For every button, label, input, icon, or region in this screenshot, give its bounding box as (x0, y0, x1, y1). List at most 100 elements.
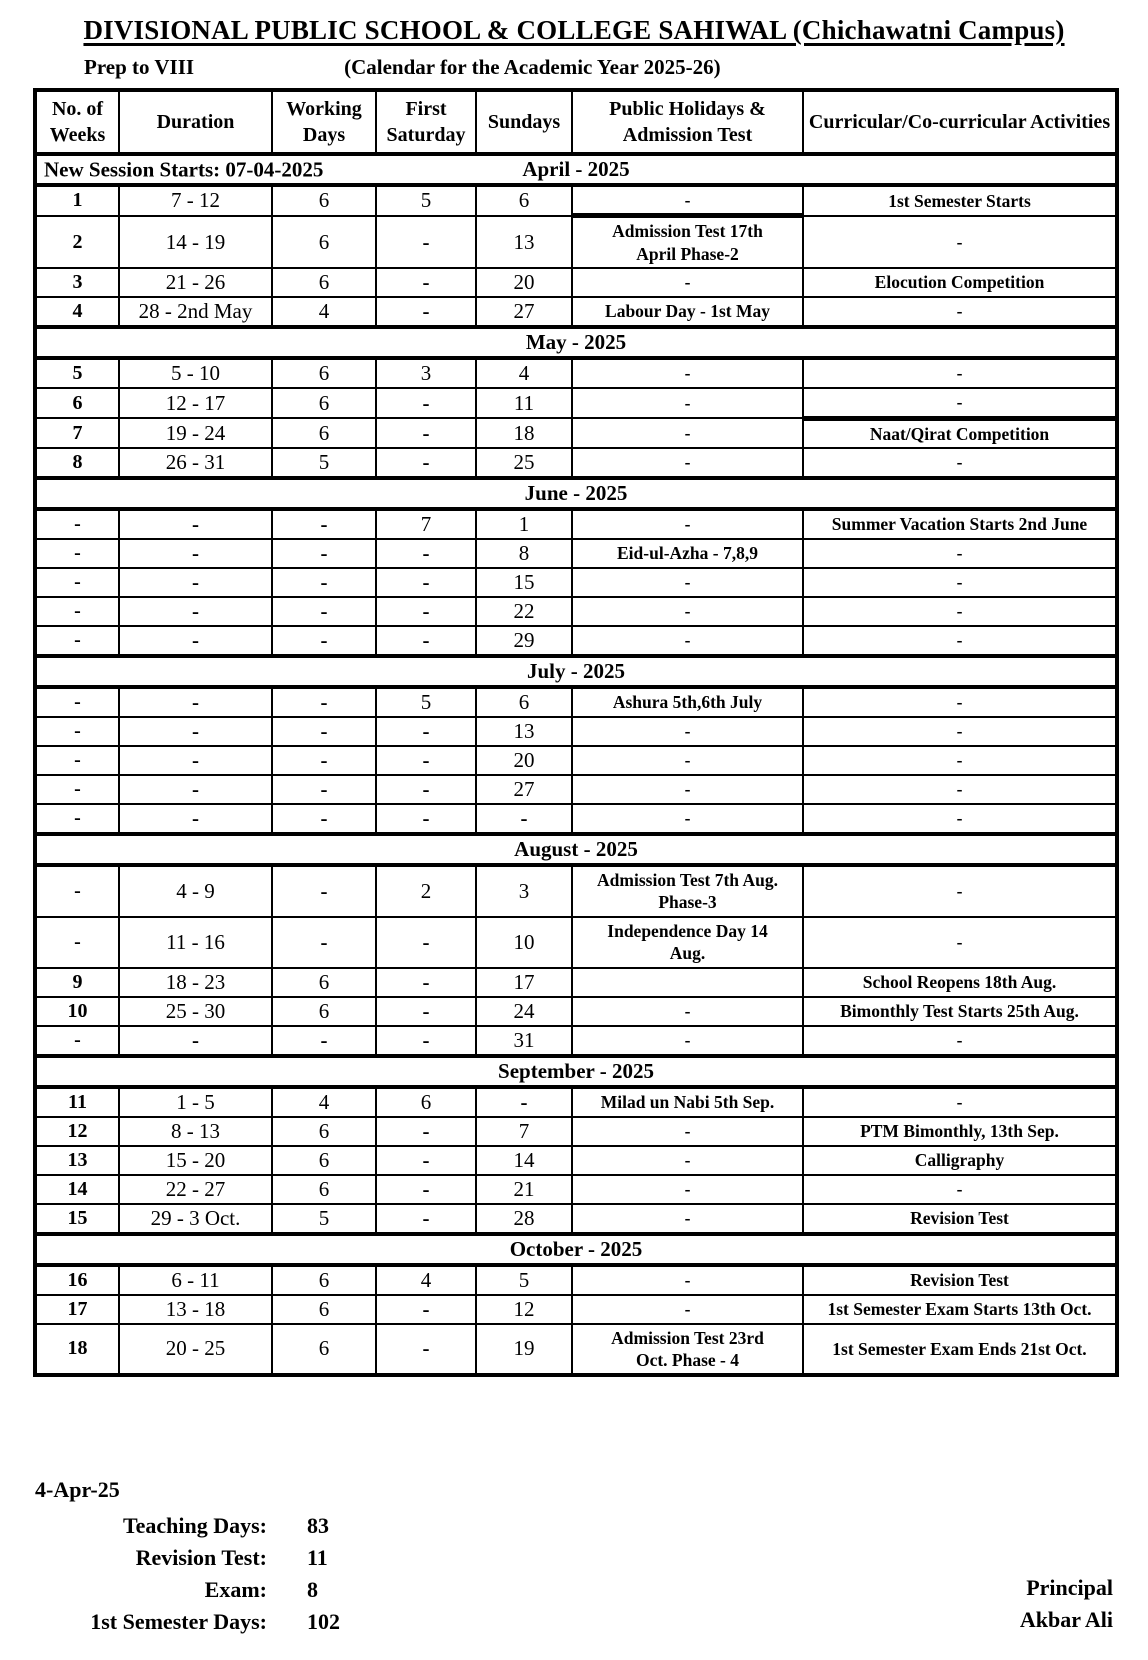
cell-working-days: - (271, 863, 377, 918)
cell-weeks: - (34, 863, 120, 918)
cell-weeks: 13 (34, 1144, 120, 1176)
week-row: 16 6 - 11 6 4 5- Revision Test (34, 1263, 1118, 1296)
stat-value: 11 (307, 1545, 328, 1570)
week-row: - - - -13- - (34, 715, 1118, 747)
cell-activities: - (802, 744, 1118, 776)
cell-duration: - (118, 715, 273, 747)
cell-sundays: 11 (475, 387, 573, 420)
week-row: - - - -27- - (34, 773, 1118, 805)
cell-sundays: 8 (475, 537, 573, 569)
cell-weeks: - (34, 915, 120, 969)
cell-first-saturday: - (375, 446, 477, 479)
cell-first-saturday: - (375, 966, 477, 998)
cell-holidays: - (571, 595, 804, 627)
month-header-cell: May - 2025 (34, 325, 1118, 361)
column-header-sundays: Sundays (475, 89, 573, 155)
cell-weeks: - (34, 685, 120, 718)
week-row: 17 13 - 18 6-12-1st Semester Exam Starts 1… (34, 1293, 1118, 1325)
week-row: 14 22 - 27 6-21- - (34, 1173, 1118, 1205)
cell-first-saturday: - (375, 296, 477, 329)
cell-weeks: 6 (34, 387, 120, 420)
cell-activities: 1st Semester Starts (802, 184, 1118, 217)
cell-sundays: 13 (475, 214, 573, 270)
cell-activities: - (802, 863, 1118, 918)
week-row: - - -5 6 Ashura 5th,6th July - (34, 685, 1118, 718)
month-header-cell: October - 2025 (34, 1231, 1118, 1267)
cell-activities: - (802, 595, 1118, 627)
cell-working-days: 6 (271, 966, 377, 998)
stat-row: Exam: 8 (0, 1574, 1148, 1606)
cell-sundays: 31 (475, 1024, 573, 1057)
cell-first-saturday: 5 (375, 685, 477, 718)
cell-activities: - (802, 537, 1118, 569)
cell-sundays: 19 (475, 1322, 573, 1377)
cell-activities: Elocution Competition (802, 267, 1118, 299)
cell-activities: - (802, 1173, 1118, 1205)
month-title: May - 2025 (525, 330, 627, 355)
cell-activities: - (802, 446, 1118, 479)
cell-sundays: 24 (475, 995, 573, 1027)
week-row: 13 15 - 20 6-14- Calligraphy (34, 1144, 1118, 1176)
week-row: ------- (34, 802, 1118, 835)
cell-sundays: 15 (475, 566, 573, 598)
cell-sundays: 12 (475, 1293, 573, 1325)
stat-value: 102 (307, 1609, 340, 1634)
cell-duration: 21 - 26 (118, 267, 273, 299)
cell-activities: - (802, 773, 1118, 805)
cell-weeks: - (34, 802, 120, 835)
cell-weeks: 11 (34, 1085, 120, 1118)
cell-weeks: - (34, 773, 120, 805)
cell-duration: - (118, 685, 273, 718)
cell-duration: 26 - 31 (118, 446, 273, 479)
cell-holidays: - (571, 1202, 804, 1235)
cell-first-saturday: - (375, 624, 477, 657)
cell-duration: 28 - 2nd May (118, 296, 273, 329)
cell-first-saturday: - (375, 387, 477, 420)
cell-working-days: 6 (271, 1144, 377, 1176)
cell-sundays: 13 (475, 715, 573, 747)
cell-first-saturday: - (375, 417, 477, 449)
cell-duration: 12 - 17 (118, 387, 273, 420)
month-header-row: August - 2025 (34, 831, 1118, 867)
cell-holidays: - (571, 715, 804, 747)
cell-duration: - (118, 624, 273, 657)
week-row: - - - -8 Eid-ul-Azha - 7,8,9- (34, 537, 1118, 569)
cell-sundays: - (475, 1085, 573, 1118)
cell-weeks: - (34, 715, 120, 747)
cell-activities: 1st Semester Exam Starts 13th Oct. (802, 1293, 1118, 1325)
cell-duration: 19 - 24 (118, 417, 273, 449)
cell-activities: Revision Test (802, 1202, 1118, 1235)
cell-first-saturday: 3 (375, 357, 477, 390)
stat-label: 1st Semester Days: (90, 1609, 267, 1634)
cell-holidays: Admission Test 7th Aug. Phase-3 (571, 863, 804, 918)
cell-sundays: 1 (475, 507, 573, 540)
cell-duration: - (118, 507, 273, 540)
cell-holidays: - (571, 1263, 804, 1296)
month-header-row: May - 2025 (34, 325, 1118, 361)
cell-duration: 20 - 25 (118, 1322, 273, 1377)
cell-first-saturday: 5 (375, 184, 477, 217)
cell-working-days: - (271, 537, 377, 569)
cell-working-days: 6 (271, 214, 377, 270)
cell-first-saturday: - (375, 566, 477, 598)
session-start-note: New Session Starts: 07-04-2025 (44, 157, 324, 181)
cell-weeks: 10 (34, 995, 120, 1027)
cell-holidays (571, 966, 804, 998)
cell-duration: - (118, 773, 273, 805)
cell-holidays: - (571, 357, 804, 390)
signature-name: Akbar Ali (1019, 1607, 1113, 1632)
stat-label: Revision Test: (135, 1545, 267, 1570)
cell-holidays: - (571, 624, 804, 657)
month-header-cell: July - 2025 (34, 653, 1118, 689)
week-row: - - -7 1- Summer Vacation Starts 2nd June (34, 507, 1118, 540)
footer-date: 4-Apr-25 (35, 1477, 120, 1502)
week-row: 10 25 - 30 6-24- Bimonthly Test Starts 25th… (34, 995, 1118, 1027)
cell-first-saturday: - (375, 1322, 477, 1377)
month-title: April - 2025 (522, 157, 630, 181)
cell-duration: 11 - 16 (118, 915, 273, 969)
cell-sundays: 27 (475, 296, 573, 329)
calendar-table-head: No. of Weeks Duration Working Days First Sa… (34, 89, 1118, 155)
column-header-working-days: Working Days (271, 89, 377, 155)
cell-first-saturday: - (375, 773, 477, 805)
cell-working-days: - (271, 773, 377, 805)
